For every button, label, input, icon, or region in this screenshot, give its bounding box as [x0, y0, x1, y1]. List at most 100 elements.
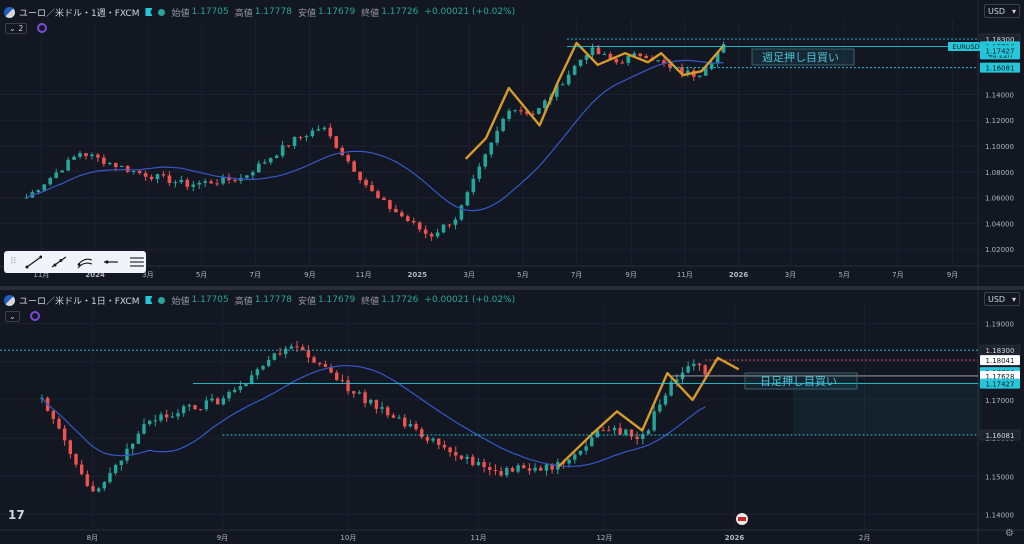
candle-body	[215, 183, 219, 185]
candle-body	[173, 182, 178, 184]
time-axis-tick: 5月	[196, 271, 207, 279]
price-axis-label-text: 1.18300	[986, 36, 1015, 44]
price-axis-label-text: 1.18041	[986, 357, 1015, 365]
price-axis-tick: 1.15000	[985, 473, 1014, 481]
candle-body	[329, 366, 333, 373]
collapse-indicators-button[interactable]: ⌄ 2	[5, 22, 28, 34]
candle-body	[686, 366, 690, 373]
candle-body	[149, 176, 154, 180]
candle-body	[448, 447, 452, 453]
candle-body	[159, 414, 163, 421]
collapse-indicators-button[interactable]: ⌄	[5, 310, 20, 322]
currency-label: USD	[988, 294, 1006, 304]
candle-body	[335, 372, 339, 381]
weekly-legend: ユーロ／米ドル・1週・FXCM 始値 1.17705 高値 1.17778 安値 1.…	[4, 4, 521, 20]
candle-body	[301, 347, 305, 351]
daily-target-zone	[793, 382, 981, 434]
candle-body	[358, 171, 362, 180]
daily-symbol-title[interactable]: ユーロ／米ドル・1日・FXCM	[19, 296, 140, 307]
price-axis-label-text: 1.16081	[986, 65, 1015, 73]
settings-gear-icon[interactable]: ⚙	[1005, 528, 1014, 539]
weekly-chart-pane[interactable]: 週足押し目買い 1.14000 1.12000 1.10000 1.08000 1.06…	[0, 0, 1024, 286]
candle-body	[601, 430, 605, 432]
candle-body	[376, 191, 380, 199]
horizontal-ray-tool-icon[interactable]	[102, 255, 120, 269]
parallel-channel-tool-icon[interactable]	[76, 255, 94, 269]
time-axis-tick: 8月	[87, 534, 98, 542]
candle-body	[425, 437, 430, 441]
candle-body	[131, 170, 136, 172]
tradingview-logo-icon[interactable]: 17	[8, 508, 25, 522]
candle-body	[143, 173, 148, 177]
candle-body	[232, 389, 237, 392]
time-axis-tick: 10月	[340, 534, 356, 542]
candle-body	[709, 62, 714, 69]
candle-body	[155, 174, 160, 180]
eurusd-symbol-badge	[948, 42, 984, 51]
candle-body	[447, 224, 452, 226]
candle-body	[261, 365, 265, 370]
candle-body	[176, 413, 180, 417]
low-label: 安値	[297, 296, 316, 307]
drag-handle-icon[interactable]: ⠿	[10, 257, 17, 267]
candle-body	[417, 222, 422, 230]
daily-chart-canvas[interactable]: 日足押し目買い 1.190001.180001.170001.160001.15…	[0, 290, 1024, 544]
ray-tool-icon[interactable]	[50, 255, 68, 269]
candle-body	[543, 100, 547, 109]
weekly-annotation-text: 週足押し目買い	[762, 50, 839, 64]
time-axis-tick: 11月	[33, 271, 49, 279]
candle-body	[632, 53, 637, 57]
candle-body	[179, 179, 184, 183]
weekly-symbol-title[interactable]: ユーロ／米ドル・1週・FXCM	[19, 8, 140, 19]
time-axis-tick: 11月	[356, 271, 372, 279]
candle-body	[292, 137, 297, 146]
indicator-swirl-icon[interactable]	[37, 23, 48, 33]
candle-body	[663, 395, 668, 405]
candle-body	[257, 163, 261, 173]
candle-body	[233, 180, 237, 182]
candle-body	[84, 153, 88, 157]
candle-body	[554, 84, 559, 97]
candle-body	[414, 424, 418, 430]
candle-body	[298, 137, 303, 139]
open-label: 始値	[171, 8, 190, 19]
candle-body	[644, 55, 648, 59]
flag-marker-icon[interactable]	[145, 8, 153, 16]
candle-body	[501, 118, 505, 131]
flag-marker-icon[interactable]	[145, 296, 153, 304]
currency-select[interactable]: USD ▾	[984, 292, 1020, 306]
candle-body	[482, 461, 486, 468]
market-status-icon	[158, 296, 166, 304]
eur-usd-flag-icon	[4, 294, 15, 306]
candle-body	[130, 443, 135, 449]
candle-body	[431, 438, 435, 441]
candle-body	[519, 110, 523, 112]
time-axis-tick: 2月	[859, 534, 870, 542]
candle-body	[403, 417, 407, 427]
candle-body	[715, 52, 720, 63]
horizontal-lines-tool-icon[interactable]	[128, 255, 146, 269]
time-axis-tick: 9月	[217, 534, 228, 542]
daily-chart-pane[interactable]: 日足押し目買い 1.190001.180001.170001.160001.15…	[0, 290, 1024, 544]
candle-body	[539, 467, 543, 471]
candle-body	[686, 70, 690, 74]
indicator-swirl-icon[interactable]	[29, 311, 40, 321]
price-axis-tick: 1.12000	[985, 117, 1014, 125]
weekly-chart-canvas[interactable]: 週足押し目買い 1.14000 1.12000 1.10000 1.08000 1.06…	[0, 0, 1024, 286]
pane-divider[interactable]	[0, 286, 1024, 290]
trend-line-tool-icon[interactable]	[25, 255, 43, 269]
candle-body	[147, 420, 152, 425]
candle-body	[544, 464, 549, 471]
price-axis-label-text: 1.16081	[986, 432, 1015, 440]
candle-body	[465, 456, 469, 459]
candle-body	[318, 362, 322, 365]
change-value: +0.00021 (+0.02%)	[424, 7, 516, 17]
price-axis-label-text: 1.17427	[986, 381, 1015, 389]
time-axis-tick: 7月	[892, 271, 903, 279]
high-value: 1.17778	[254, 7, 292, 17]
currency-select[interactable]: USD ▾	[984, 4, 1020, 18]
candle-body	[624, 429, 628, 435]
candle-body	[578, 59, 583, 66]
candle-body	[454, 452, 458, 456]
candle-body	[284, 348, 288, 355]
